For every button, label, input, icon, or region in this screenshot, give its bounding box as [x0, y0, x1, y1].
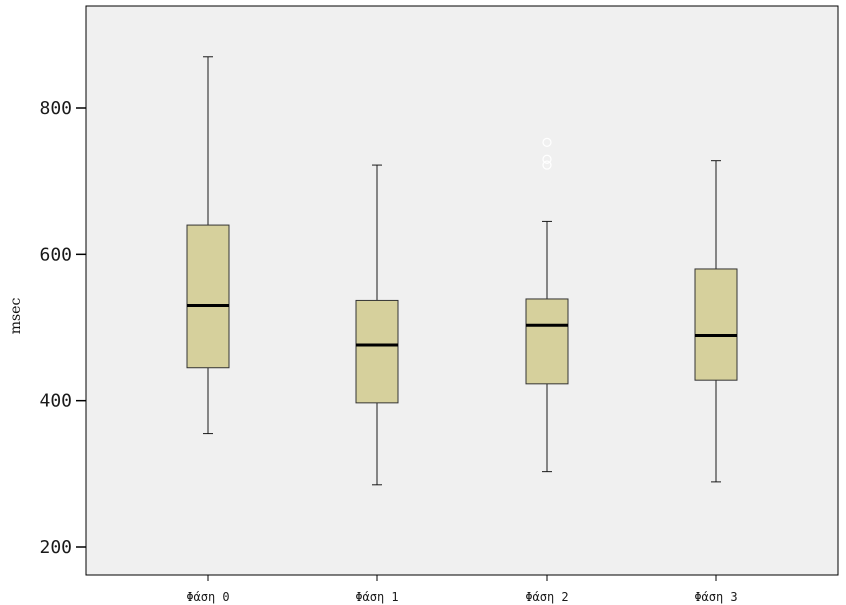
- y-tick-label: 600: [39, 244, 72, 265]
- outlier-point: [542, 137, 552, 147]
- x-tick-label: Φάση 0: [186, 590, 229, 604]
- y-tick-label: 200: [39, 537, 72, 558]
- x-tick-label: Φάση 3: [694, 590, 737, 604]
- box-group: [525, 137, 569, 473]
- box-group: [355, 164, 399, 486]
- box-group: [186, 56, 230, 435]
- box-iqr: [525, 298, 569, 385]
- box-iqr: [355, 299, 399, 404]
- outlier-point: [542, 160, 552, 170]
- box-series: [186, 56, 738, 486]
- box-group: [694, 160, 738, 483]
- outlier-point: [542, 154, 552, 164]
- box-iqr: [186, 224, 230, 369]
- y-tick-label: 400: [39, 391, 72, 412]
- y-tick-label: 800: [39, 98, 72, 119]
- y-axis: 200 400 600 800: [39, 98, 86, 558]
- x-tick-label: Φάση 1: [355, 590, 398, 604]
- box-iqr: [694, 268, 738, 381]
- y-axis-title: msec: [8, 298, 24, 335]
- x-tick-label: Φάση 2: [525, 590, 568, 604]
- x-axis: Φάση 0 Φάση 1 Φάση 2 Φάση 3: [186, 575, 738, 604]
